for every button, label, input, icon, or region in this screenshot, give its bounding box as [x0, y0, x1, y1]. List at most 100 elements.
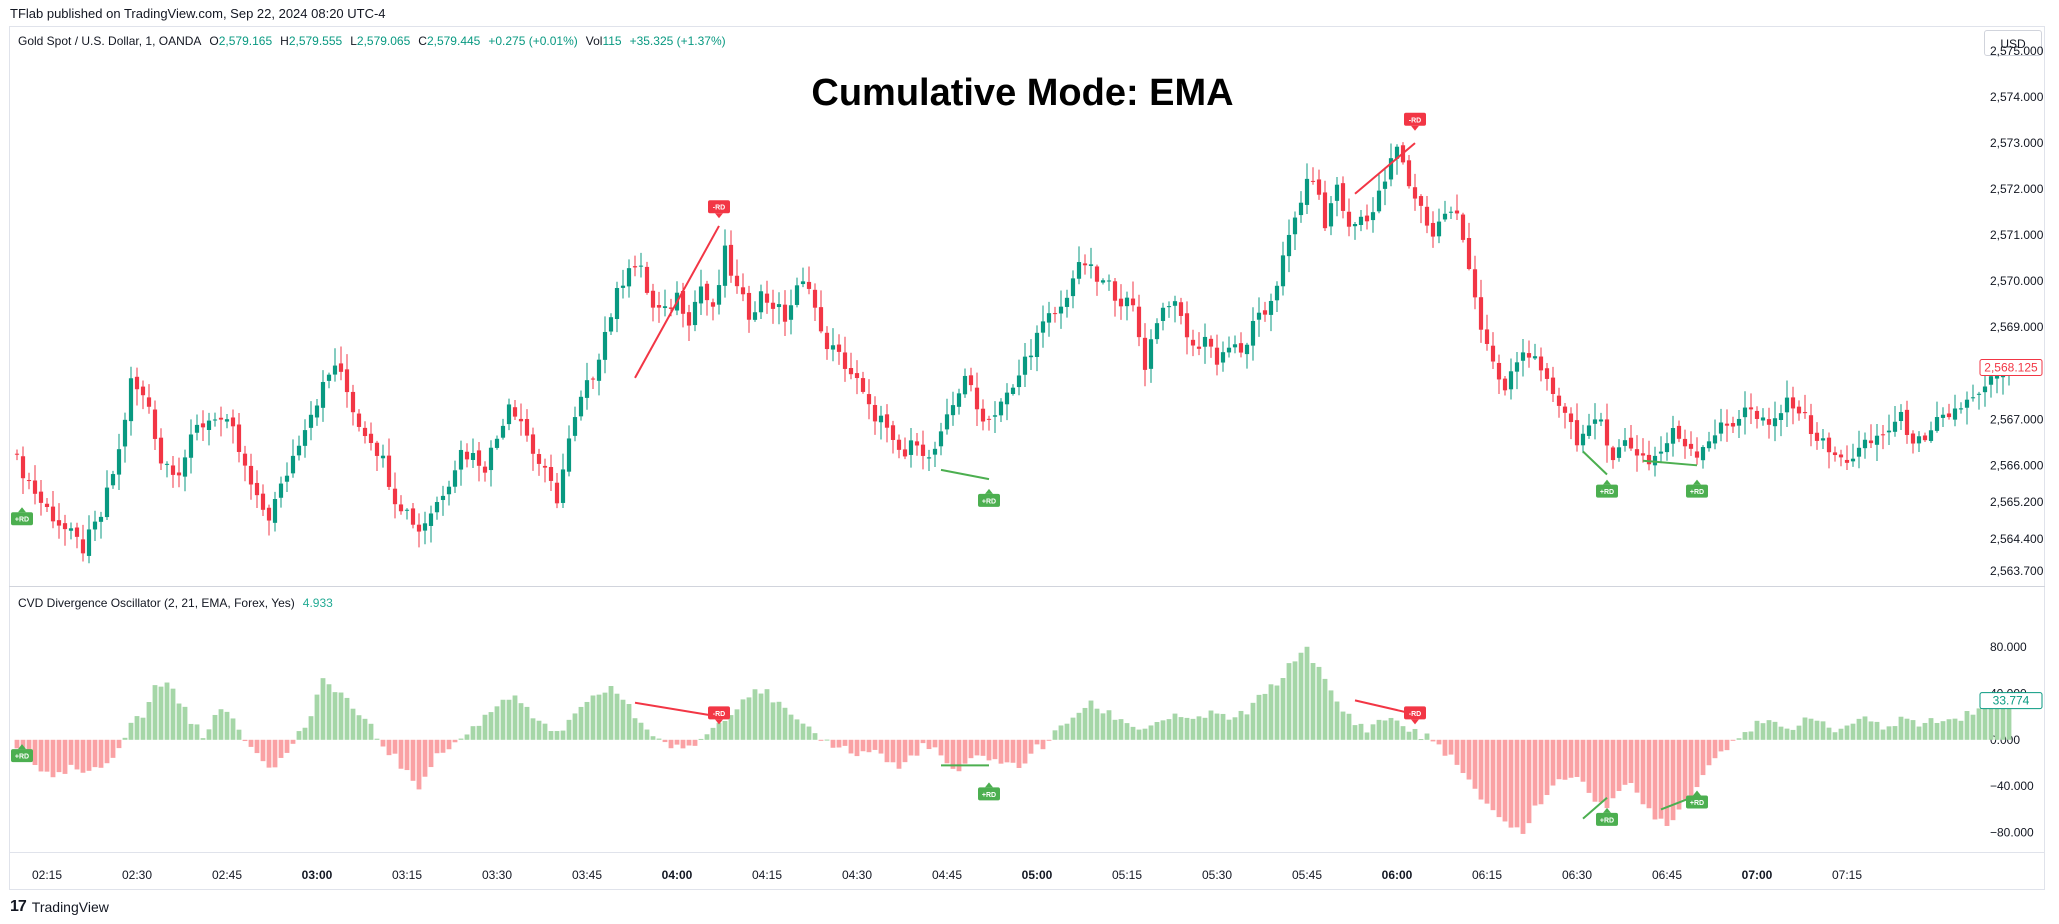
histogram-bar: [1880, 729, 1886, 740]
candle-body: [584, 380, 590, 398]
candle-body: [62, 523, 68, 530]
indicator-legend[interactable]: CVD Divergence Oscillator (2, 21, EMA, F…: [18, 596, 333, 610]
candle: [1550, 366, 1556, 403]
candle-body: [1712, 435, 1718, 444]
candle: [296, 435, 302, 461]
candle-body: [1760, 417, 1766, 421]
candle: [1370, 197, 1376, 233]
candle-body: [956, 393, 962, 407]
candle: [1808, 403, 1814, 447]
time-axis-label: 04:30: [842, 868, 872, 882]
footer-brand[interactable]: 17 TradingView: [10, 898, 109, 916]
candle-body: [1988, 376, 1994, 385]
histogram-bar: [104, 739, 110, 764]
histogram-bar: [278, 739, 284, 758]
candle: [182, 449, 188, 492]
histogram-bar: [1718, 739, 1724, 752]
candle-body: [776, 304, 782, 308]
indicator-name[interactable]: CVD Divergence Oscillator (2, 21, EMA, F…: [18, 596, 295, 610]
candle-body: [326, 374, 332, 381]
candle: [218, 406, 224, 437]
histogram-bar: [1682, 739, 1688, 800]
histogram-bar: [1154, 722, 1160, 740]
histogram-bar: [986, 739, 992, 761]
candle-body: [1706, 441, 1712, 449]
histogram-bar: [1826, 727, 1832, 740]
candle-body: [902, 449, 908, 457]
candle: [356, 409, 362, 432]
candle: [1472, 255, 1478, 310]
candle-body: [500, 425, 506, 438]
candle-body: [1454, 210, 1460, 214]
histogram-bar: [752, 689, 758, 740]
candle: [1268, 293, 1274, 332]
histogram-bar: [1112, 719, 1118, 740]
histogram-bar: [1802, 717, 1808, 740]
histogram-bar: [50, 739, 56, 778]
candle-body: [560, 469, 566, 503]
candle: [350, 384, 356, 426]
candle-body: [1304, 178, 1310, 205]
pane-separator[interactable]: [9, 586, 2045, 587]
candle: [86, 515, 92, 564]
symbol-legend[interactable]: Gold Spot / U.S. Dollar, 1, OANDA O2,579…: [18, 34, 726, 48]
legend-change: +0.275 (+0.01%): [488, 34, 578, 48]
candle: [1502, 375, 1508, 396]
histogram-bar: [392, 739, 398, 754]
candle: [1028, 339, 1034, 370]
candle-body: [86, 529, 92, 556]
candle: [1142, 323, 1148, 387]
candle-body: [1358, 216, 1364, 225]
candle: [1706, 431, 1712, 452]
candle-body: [980, 408, 986, 422]
histogram-bar: [1454, 739, 1460, 765]
candle-body: [1922, 435, 1928, 441]
candle: [614, 281, 620, 333]
candle-body: [860, 378, 866, 392]
candle-body: [1202, 336, 1208, 347]
histogram-bar: [1220, 713, 1226, 740]
candle: [1160, 302, 1166, 331]
candle-body: [1694, 451, 1700, 458]
histogram-bar: [632, 718, 638, 740]
symbol-name[interactable]: Gold Spot / U.S. Dollar, 1, OANDA: [18, 34, 202, 48]
candle: [944, 398, 950, 435]
currency-button[interactable]: USD: [1984, 30, 2042, 56]
candle-body: [134, 376, 140, 390]
histogram-bar: [380, 739, 386, 747]
histogram-bar: [836, 739, 842, 748]
candle-body: [524, 419, 530, 436]
histogram-bar: [188, 723, 194, 740]
candle: [1124, 291, 1130, 321]
candle-body: [1850, 458, 1856, 462]
candle: [1388, 143, 1394, 187]
label-text: +RD: [15, 754, 29, 761]
candle-body: [248, 465, 254, 485]
time-axis: 02:15 02:30 02:45 03:00 03:15 03:30 03:45 04:00…: [32, 868, 1862, 882]
candle-body: [1880, 434, 1886, 436]
candle-body: [302, 430, 308, 446]
candle: [914, 432, 920, 456]
candle-body: [1352, 223, 1358, 227]
histogram-bar: [32, 739, 38, 766]
histogram-bar: [1922, 722, 1928, 740]
histogram-bar: [212, 714, 218, 740]
label-pointer: [1603, 479, 1611, 485]
candle: [1286, 219, 1292, 273]
last-value-box: [1979, 358, 2043, 376]
histogram-bar: [938, 739, 944, 756]
histogram-bar: [1760, 723, 1766, 740]
histogram-bar: [494, 706, 500, 740]
label-text: -RD: [713, 205, 725, 212]
candle-body: [1196, 346, 1202, 349]
candle-body: [818, 307, 824, 332]
histogram-bar: [290, 739, 296, 744]
candle-body: [464, 451, 470, 460]
histogram-bar: [1244, 714, 1250, 740]
candle-body: [1886, 430, 1892, 433]
candle: [392, 472, 398, 519]
histogram-bar: [1106, 710, 1112, 740]
label-pointer: [715, 719, 723, 725]
histogram-bar: [56, 739, 62, 773]
